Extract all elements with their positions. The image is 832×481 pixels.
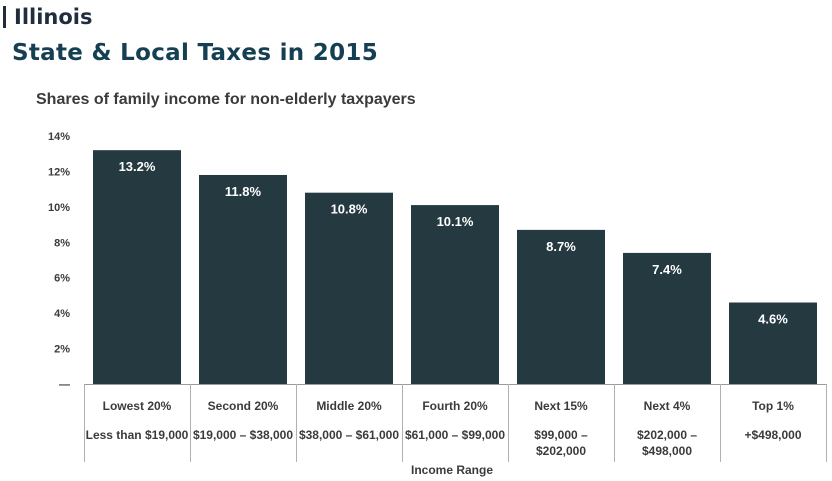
income-range-label: $38,000 – $61,000 [299, 428, 399, 442]
category-label: Top 1% [752, 399, 794, 413]
header-accent-bar [3, 6, 6, 28]
income-range-label: $99,000 – [534, 428, 588, 442]
y-tick-label: 4% [54, 308, 70, 320]
bar [623, 252, 711, 384]
bar [305, 192, 393, 384]
category-label: Next 4% [644, 399, 691, 413]
bar [517, 229, 605, 384]
income-range-label: Less than $19,000 [86, 428, 189, 442]
income-range-label: $19,000 – $38,000 [193, 428, 293, 442]
category-label: Fourth 20% [422, 399, 488, 413]
income-range-label: $202,000 – [637, 428, 697, 442]
bar [199, 174, 287, 384]
bar [729, 302, 817, 384]
bar-value-label: 8.7% [546, 239, 576, 254]
category-label: Middle 20% [316, 399, 382, 413]
income-range-label: $202,000 [536, 444, 586, 458]
y-tick-label: 8% [54, 237, 70, 249]
income-range-label: +$498,000 [744, 428, 801, 442]
x-axis-label: Income Range [411, 463, 493, 477]
y-tick-label: — [59, 379, 70, 391]
y-tick-label: 6% [54, 273, 70, 285]
chart-bars [93, 150, 817, 384]
bar-value-label: 13.2% [119, 159, 156, 174]
bar [411, 205, 499, 384]
category-label: Second 20% [208, 399, 279, 413]
bar-value-label: 7.4% [652, 262, 682, 277]
bar-value-label: 4.6% [758, 312, 788, 327]
bar [93, 150, 181, 384]
category-label: Next 15% [534, 399, 588, 413]
chart-title: Shares of family income for non-elderly … [36, 91, 416, 108]
y-tick-label: 14% [48, 131, 70, 143]
bar-value-label: 10.8% [331, 202, 368, 217]
bar-value-label: 10.1% [437, 214, 474, 229]
income-range-label: $61,000 – $99,000 [405, 428, 505, 442]
y-tick-label: 10% [48, 202, 70, 214]
y-tick-label: 2% [54, 344, 70, 356]
bar-value-label: 11.8% [225, 184, 262, 199]
income-range-label: $498,000 [642, 444, 692, 458]
state-name: Illinois [14, 5, 93, 29]
y-tick-label: 12% [48, 166, 70, 178]
state-header: Illinois [0, 4, 92, 30]
category-label: Lowest 20% [103, 399, 172, 413]
chart-labels: 13.2% Lowest 20% Less than $19,000 11.8% Sec… [86, 159, 802, 458]
page-title: State & Local Taxes in 2015 [12, 40, 379, 66]
chart-axes: — 2% 4% 6% 8% 10% 12% 14% [48, 131, 827, 462]
